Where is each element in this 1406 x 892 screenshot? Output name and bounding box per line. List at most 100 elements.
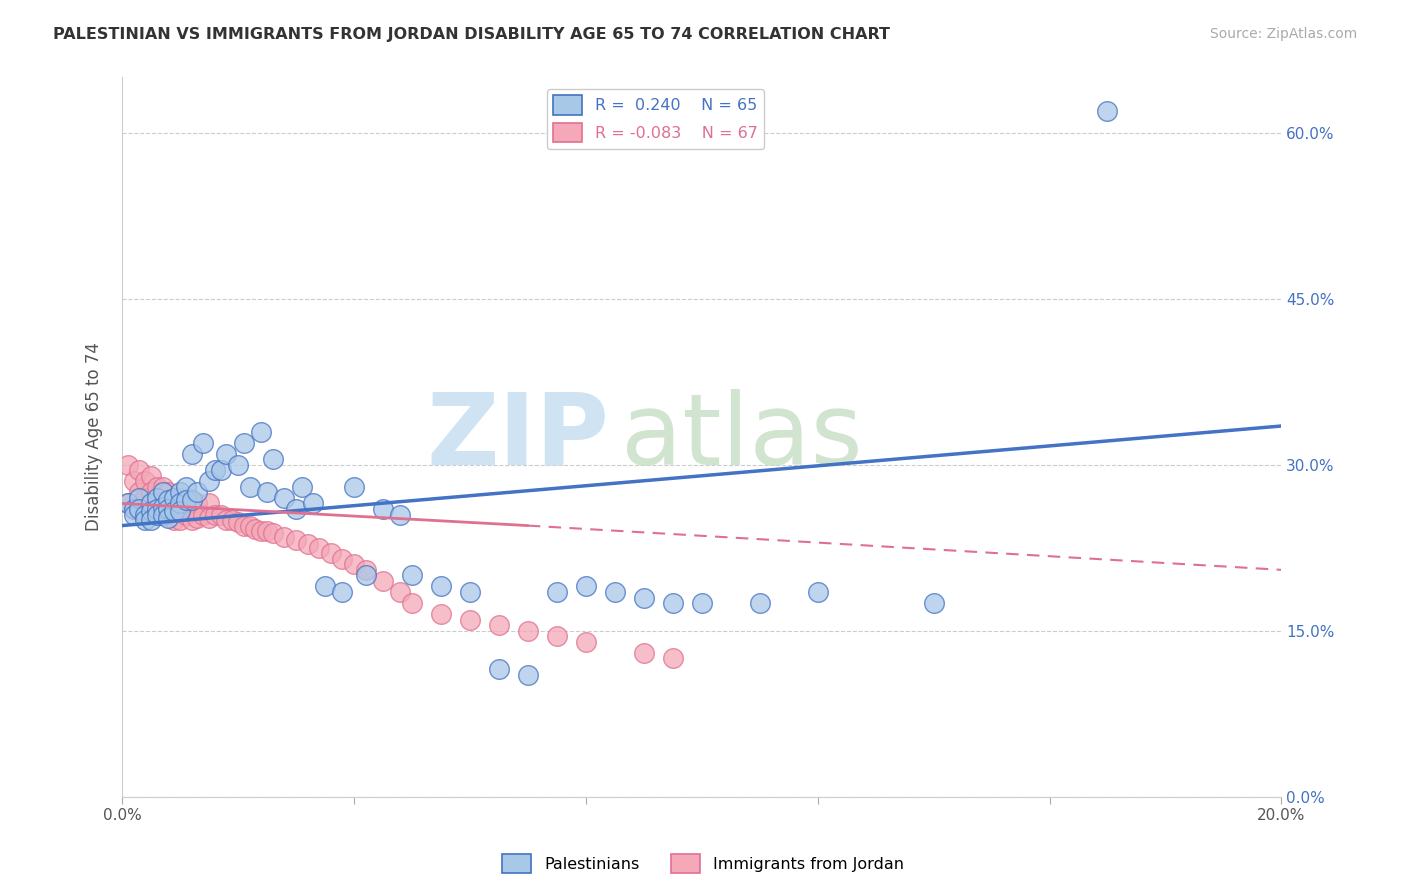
Point bbox=[330, 551, 353, 566]
Point bbox=[661, 596, 683, 610]
Point bbox=[430, 607, 453, 621]
Point bbox=[152, 508, 174, 522]
Point bbox=[169, 502, 191, 516]
Point bbox=[169, 513, 191, 527]
Legend: Palestinians, Immigrants from Jordan: Palestinians, Immigrants from Jordan bbox=[496, 847, 910, 880]
Point bbox=[226, 515, 249, 529]
Point bbox=[180, 493, 202, 508]
Point bbox=[157, 485, 180, 500]
Point bbox=[401, 568, 423, 582]
Point bbox=[546, 629, 568, 643]
Point bbox=[922, 596, 945, 610]
Point bbox=[169, 485, 191, 500]
Point bbox=[250, 425, 273, 439]
Point bbox=[157, 496, 180, 510]
Point bbox=[198, 475, 221, 489]
Text: ZIP: ZIP bbox=[426, 389, 609, 485]
Point bbox=[139, 504, 162, 518]
Point bbox=[807, 585, 830, 599]
Point bbox=[221, 513, 243, 527]
Point bbox=[152, 496, 174, 510]
Point bbox=[389, 585, 412, 599]
Point bbox=[128, 502, 150, 516]
Point bbox=[308, 541, 330, 555]
Point bbox=[284, 502, 307, 516]
Point bbox=[139, 496, 162, 510]
Point bbox=[134, 475, 156, 489]
Text: atlas: atlas bbox=[620, 389, 862, 485]
Point bbox=[146, 508, 169, 522]
Point bbox=[354, 563, 377, 577]
Point bbox=[232, 518, 254, 533]
Point bbox=[204, 508, 226, 522]
Point bbox=[186, 511, 208, 525]
Point bbox=[575, 579, 598, 593]
Point bbox=[117, 496, 139, 510]
Point bbox=[302, 496, 325, 510]
Point bbox=[174, 508, 197, 522]
Point bbox=[174, 480, 197, 494]
Point bbox=[186, 496, 208, 510]
Point bbox=[209, 463, 232, 477]
Point bbox=[430, 579, 453, 593]
Point bbox=[458, 613, 481, 627]
Point bbox=[546, 585, 568, 599]
Point bbox=[146, 502, 169, 516]
Point bbox=[239, 518, 262, 533]
Point bbox=[139, 502, 162, 516]
Point bbox=[633, 591, 655, 605]
Point bbox=[163, 502, 186, 516]
Point bbox=[180, 447, 202, 461]
Point bbox=[256, 485, 278, 500]
Point bbox=[180, 496, 202, 510]
Point bbox=[139, 485, 162, 500]
Point bbox=[122, 502, 145, 516]
Point bbox=[273, 530, 295, 544]
Point bbox=[146, 491, 169, 505]
Point bbox=[232, 435, 254, 450]
Point bbox=[152, 508, 174, 522]
Point bbox=[633, 646, 655, 660]
Point bbox=[262, 452, 284, 467]
Point bbox=[284, 533, 307, 547]
Point bbox=[157, 508, 180, 522]
Point bbox=[169, 496, 191, 510]
Point bbox=[152, 500, 174, 514]
Point bbox=[204, 463, 226, 477]
Point bbox=[1097, 103, 1119, 118]
Text: PALESTINIAN VS IMMIGRANTS FROM JORDAN DISABILITY AGE 65 TO 74 CORRELATION CHART: PALESTINIAN VS IMMIGRANTS FROM JORDAN DI… bbox=[53, 27, 890, 42]
Point bbox=[193, 435, 215, 450]
Point bbox=[122, 502, 145, 516]
Point bbox=[146, 496, 169, 510]
Point bbox=[163, 504, 186, 518]
Point bbox=[152, 480, 174, 494]
Point bbox=[603, 585, 626, 599]
Point bbox=[343, 480, 366, 494]
Point bbox=[371, 502, 394, 516]
Point bbox=[748, 596, 770, 610]
Y-axis label: Disability Age 65 to 74: Disability Age 65 to 74 bbox=[86, 343, 103, 532]
Point bbox=[458, 585, 481, 599]
Point bbox=[245, 522, 267, 536]
Point bbox=[157, 493, 180, 508]
Point bbox=[134, 513, 156, 527]
Point bbox=[117, 496, 139, 510]
Point bbox=[516, 624, 538, 638]
Point bbox=[516, 668, 538, 682]
Point bbox=[146, 508, 169, 522]
Point bbox=[146, 480, 169, 494]
Point bbox=[239, 480, 262, 494]
Point bbox=[128, 463, 150, 477]
Legend: R =  0.240    N = 65, R = -0.083    N = 67: R = 0.240 N = 65, R = -0.083 N = 67 bbox=[547, 89, 763, 149]
Point bbox=[134, 491, 156, 505]
Point bbox=[128, 491, 150, 505]
Point bbox=[389, 508, 412, 522]
Point bbox=[575, 634, 598, 648]
Point bbox=[174, 496, 197, 510]
Point bbox=[256, 524, 278, 538]
Point bbox=[180, 513, 202, 527]
Point bbox=[157, 502, 180, 516]
Point bbox=[401, 596, 423, 610]
Point bbox=[661, 651, 683, 665]
Point bbox=[226, 458, 249, 472]
